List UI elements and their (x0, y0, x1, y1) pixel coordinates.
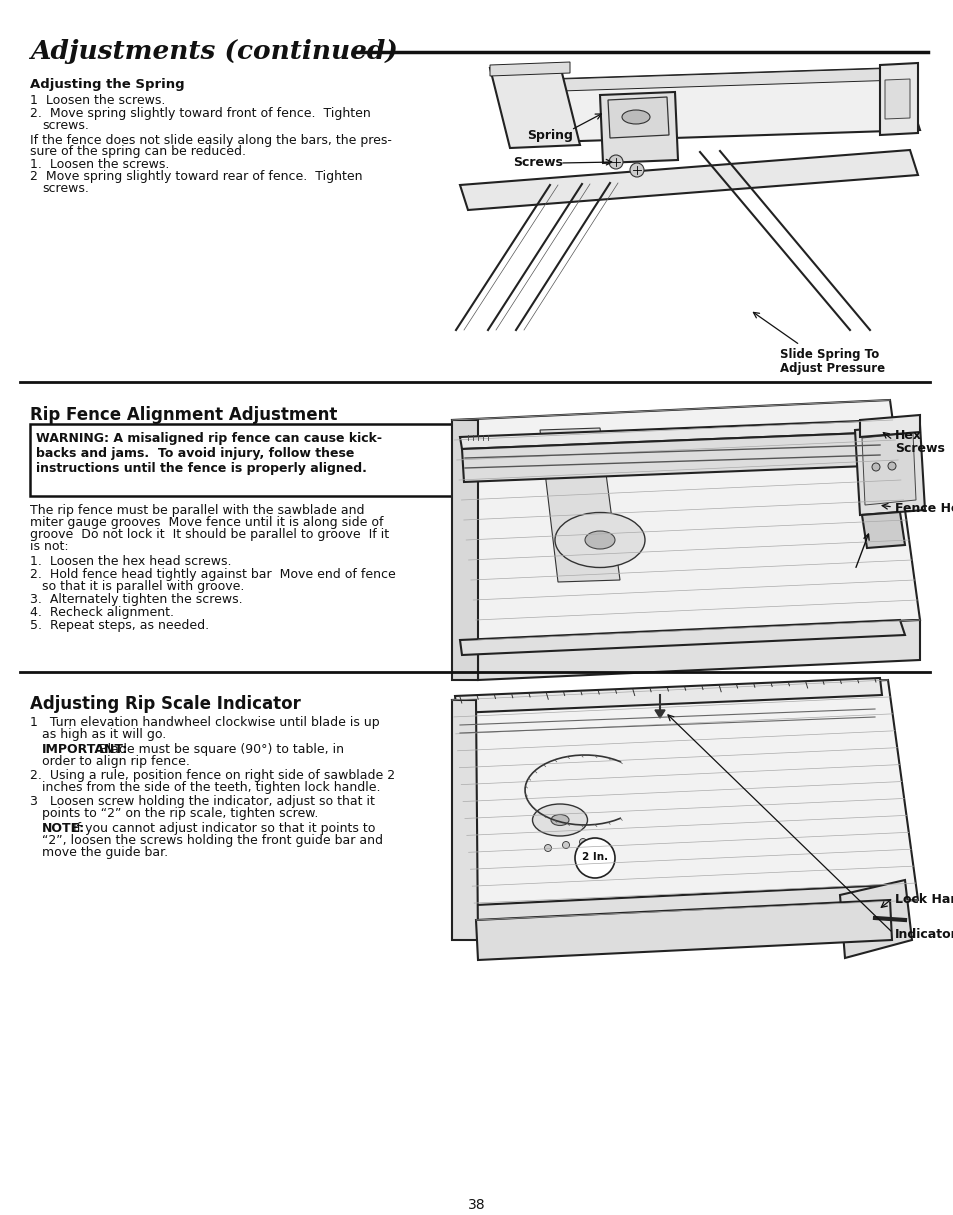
Polygon shape (476, 885, 894, 929)
Text: IMPORTANT:: IMPORTANT: (42, 744, 129, 756)
Polygon shape (452, 700, 477, 940)
Text: screws.: screws. (42, 119, 89, 132)
Polygon shape (490, 62, 569, 77)
Text: Screws: Screws (513, 157, 562, 170)
Polygon shape (854, 425, 924, 515)
Polygon shape (477, 620, 919, 680)
Text: 3   Loosen screw holding the indicator, adjust so that it: 3 Loosen screw holding the indicator, ad… (30, 795, 375, 808)
Text: groove  Do not lock it  It should be parallel to groove  If it: groove Do not lock it It should be paral… (30, 529, 389, 541)
Circle shape (629, 163, 643, 177)
Circle shape (608, 156, 622, 169)
Polygon shape (879, 63, 917, 135)
Text: so that it is parallel with groove.: so that it is parallel with groove. (42, 580, 244, 593)
Text: 3.  Alternately tighten the screws.: 3. Alternately tighten the screws. (30, 593, 242, 606)
Circle shape (575, 838, 615, 878)
Polygon shape (452, 420, 477, 680)
Text: 2.  Hold fence head tightly against bar  Move end of fence: 2. Hold fence head tightly against bar M… (30, 567, 395, 581)
Text: 2  Move spring slightly toward rear of fence.  Tighten: 2 Move spring slightly toward rear of fe… (30, 170, 362, 183)
Text: 2.  Using a rule, position fence on right side of sawblade 2: 2. Using a rule, position fence on right… (30, 769, 395, 782)
Circle shape (562, 842, 569, 848)
Text: Fence Head: Fence Head (894, 502, 953, 515)
Ellipse shape (584, 531, 615, 549)
FancyBboxPatch shape (30, 424, 455, 496)
Text: Adjusting Rip Scale Indicator: Adjusting Rip Scale Indicator (30, 695, 300, 713)
Text: backs and jams.  To avoid injury, follow these: backs and jams. To avoid injury, follow … (36, 447, 354, 460)
Polygon shape (455, 678, 882, 713)
Ellipse shape (532, 804, 587, 836)
Text: NOTE:: NOTE: (42, 823, 85, 835)
Text: If you cannot adjust indicator so that it points to: If you cannot adjust indicator so that i… (69, 823, 375, 835)
Polygon shape (862, 512, 904, 548)
Polygon shape (530, 68, 899, 92)
Polygon shape (459, 420, 889, 450)
Polygon shape (539, 428, 619, 582)
Text: Rip Fence Alignment Adjustment: Rip Fence Alignment Adjustment (30, 406, 337, 424)
Polygon shape (452, 680, 917, 920)
Text: instructions until the fence is properly aligned.: instructions until the fence is properly… (36, 462, 367, 475)
Text: 4.  Recheck alignment.: 4. Recheck alignment. (30, 606, 173, 618)
Polygon shape (862, 433, 915, 505)
Text: 1.  Loosen the screws.: 1. Loosen the screws. (30, 158, 170, 171)
Text: 38: 38 (468, 1198, 485, 1213)
Polygon shape (599, 92, 678, 163)
Polygon shape (459, 149, 917, 210)
Polygon shape (840, 880, 911, 957)
Text: Blade must be square (90°) to table, in: Blade must be square (90°) to table, in (95, 744, 344, 756)
Text: Adjust Pressure: Adjust Pressure (780, 362, 884, 375)
Text: is not:: is not: (30, 539, 69, 553)
Text: 1   Turn elevation handwheel clockwise until blade is up: 1 Turn elevation handwheel clockwise unt… (30, 716, 379, 729)
Text: miter gauge grooves  Move fence until it is along side of: miter gauge grooves Move fence until it … (30, 516, 383, 529)
Polygon shape (655, 710, 664, 718)
Circle shape (887, 462, 895, 470)
Polygon shape (476, 900, 891, 960)
Ellipse shape (555, 513, 644, 567)
Ellipse shape (859, 909, 889, 927)
Text: Slide Spring To: Slide Spring To (780, 347, 879, 361)
Circle shape (871, 463, 879, 471)
Text: Indicator: Indicator (894, 928, 953, 940)
Text: as high as it will go.: as high as it will go. (42, 728, 166, 741)
Circle shape (578, 838, 586, 846)
Polygon shape (607, 97, 668, 139)
Text: If the fence does not slide easily along the bars, the pres-: If the fence does not slide easily along… (30, 134, 392, 147)
Text: Hex: Hex (894, 429, 921, 442)
Text: order to align rip fence.: order to align rip fence. (42, 755, 190, 768)
Text: The rip fence must be parallel with the sawblade and: The rip fence must be parallel with the … (30, 504, 364, 518)
Text: WARNING: A misaligned rip fence can cause kick-: WARNING: A misaligned rip fence can caus… (36, 433, 381, 445)
Text: Spring: Spring (526, 130, 572, 142)
Text: screws.: screws. (42, 182, 89, 194)
Text: “2”, loosen the screws holding the front guide bar and: “2”, loosen the screws holding the front… (42, 833, 382, 847)
Circle shape (544, 844, 551, 852)
Text: 5.  Repeat steps, as needed.: 5. Repeat steps, as needed. (30, 618, 209, 632)
Text: points to “2” on the rip scale, tighten screw.: points to “2” on the rip scale, tighten … (42, 807, 318, 820)
Ellipse shape (551, 814, 568, 825)
Ellipse shape (621, 111, 649, 124)
Polygon shape (884, 79, 909, 119)
Text: move the guide bar.: move the guide bar. (42, 846, 168, 859)
Polygon shape (859, 416, 919, 437)
Polygon shape (490, 64, 579, 148)
Text: sure of the spring can be reduced.: sure of the spring can be reduced. (30, 145, 246, 158)
Polygon shape (530, 68, 919, 142)
Polygon shape (459, 620, 904, 655)
Text: 1.  Loosen the hex head screws.: 1. Loosen the hex head screws. (30, 555, 232, 567)
Text: Lock Handle: Lock Handle (894, 893, 953, 906)
Polygon shape (461, 433, 891, 482)
Text: Adjustments (continued): Adjustments (continued) (30, 40, 397, 64)
Text: Screws: Screws (894, 442, 943, 454)
Text: 1  Loosen the screws.: 1 Loosen the screws. (30, 94, 165, 107)
Polygon shape (452, 400, 919, 640)
Text: Adjusting the Spring: Adjusting the Spring (30, 78, 185, 91)
Text: 2 In.: 2 In. (581, 852, 607, 861)
Text: inches from the side of the teeth, tighten lock handle.: inches from the side of the teeth, tight… (42, 781, 380, 793)
Text: 2.  Move spring slightly toward front of fence.  Tighten: 2. Move spring slightly toward front of … (30, 107, 371, 120)
